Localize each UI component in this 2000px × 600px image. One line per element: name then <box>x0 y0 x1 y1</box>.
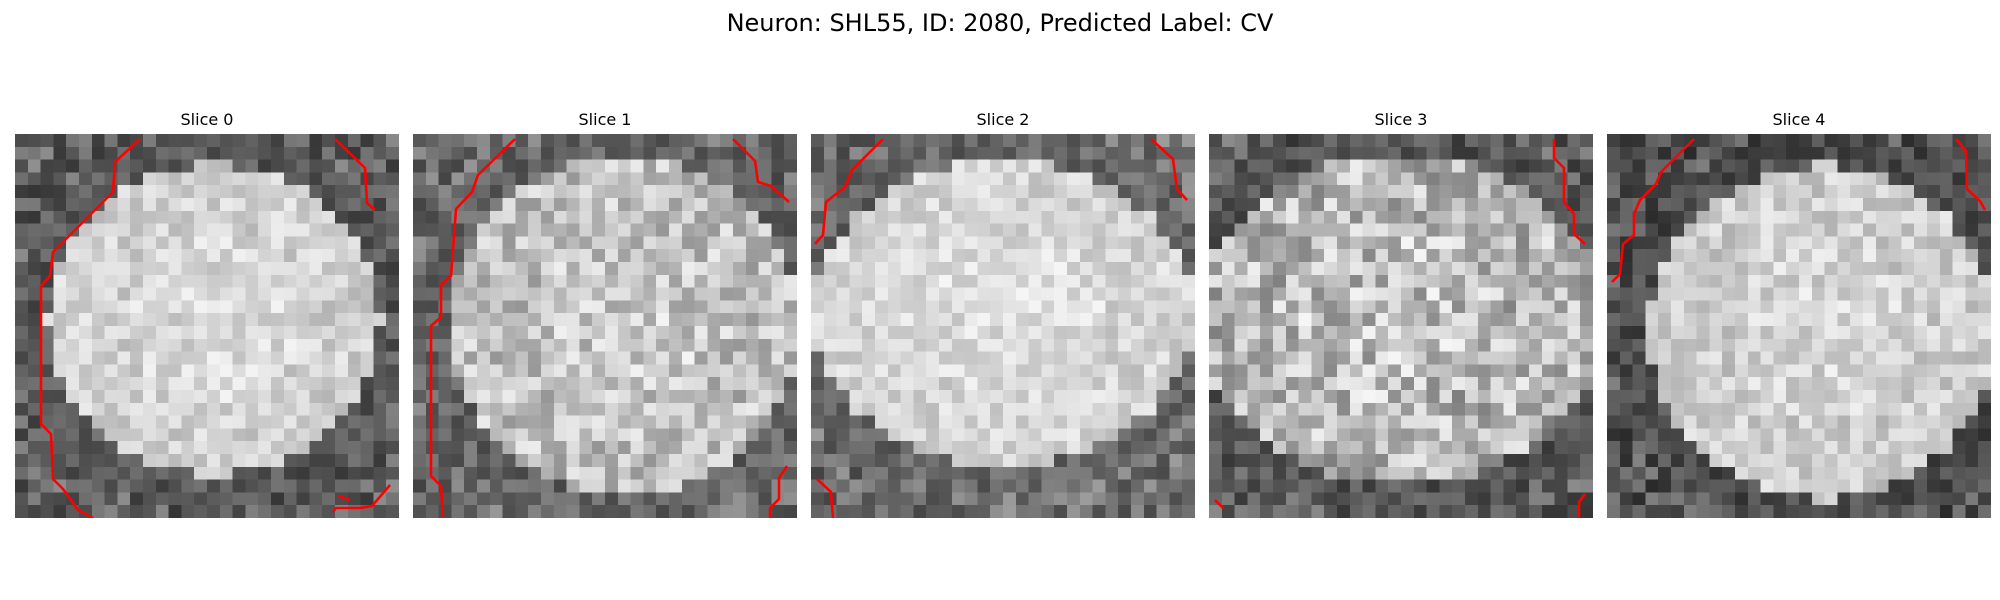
contour-line <box>1955 138 1987 211</box>
slice-image-4 <box>1607 134 1991 518</box>
contour-line <box>1552 139 1586 245</box>
slice-title: Slice 1 <box>578 110 632 129</box>
slice-title: Slice 3 <box>1374 110 1428 129</box>
figure-title: Neuron: SHL55, ID: 2080, Predicted Label… <box>726 9 1274 37</box>
contour-line <box>816 478 835 518</box>
contour-line <box>1577 493 1587 518</box>
contour-line <box>331 484 391 513</box>
contour-line <box>39 138 141 518</box>
slice-panel-1: Slice 1 <box>413 110 797 520</box>
slice-title: Slice 0 <box>180 110 234 129</box>
slice-title: Slice 2 <box>976 110 1030 129</box>
slice-image-3 <box>1209 134 1593 518</box>
slice-title: Slice 4 <box>1772 110 1826 129</box>
contour-line <box>337 494 351 502</box>
slice-image-0 <box>15 134 399 518</box>
slice-panel-2: Slice 2 <box>811 110 1195 520</box>
slice-panel-3: Slice 3 <box>1209 110 1593 520</box>
contour-line <box>429 138 516 518</box>
contour-line <box>768 465 789 518</box>
slice-panel-4: Slice 4 <box>1607 110 1991 520</box>
contour-line <box>814 138 884 245</box>
contour-line <box>1611 138 1695 283</box>
contour-line <box>1150 138 1188 201</box>
contour-line <box>334 138 376 211</box>
slice-image-1 <box>413 134 797 518</box>
contour-line <box>1214 499 1224 509</box>
contour-line <box>732 138 790 203</box>
slice-panel-0: Slice 0 <box>15 110 399 520</box>
slice-image-2 <box>811 134 1195 518</box>
